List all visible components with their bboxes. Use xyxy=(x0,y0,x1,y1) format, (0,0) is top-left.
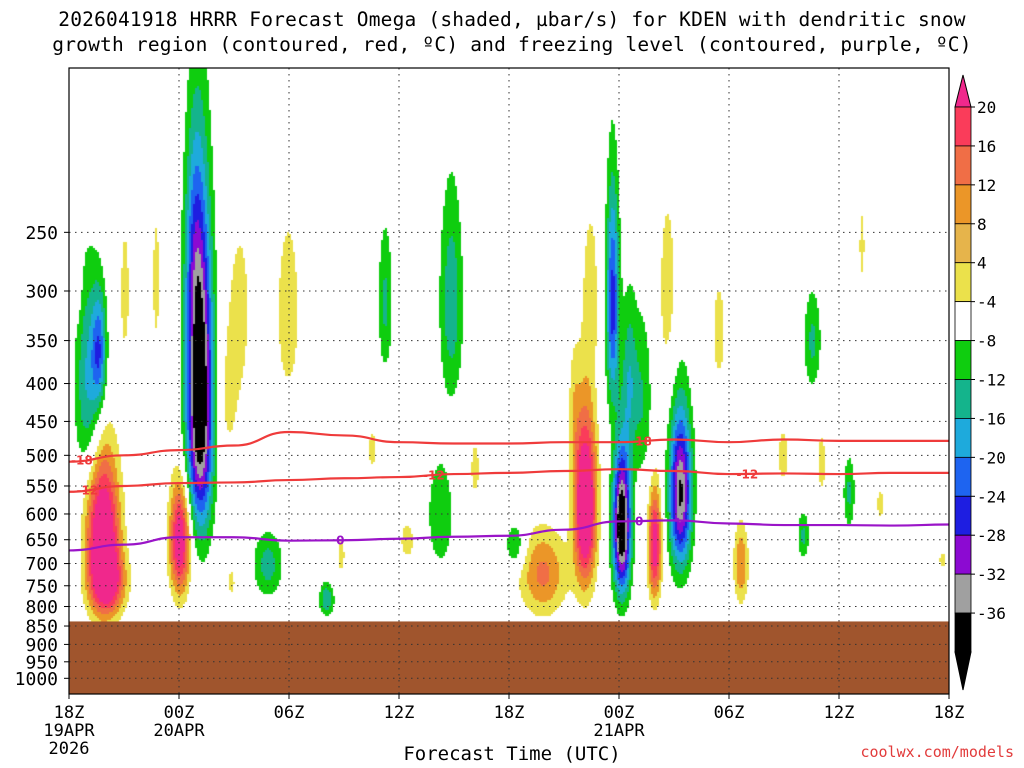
y-tick-label: 800 xyxy=(25,597,58,618)
x-tick-label: 21APR xyxy=(593,721,645,741)
contour-label: 0 xyxy=(635,515,643,529)
y-tick-label: 600 xyxy=(25,504,58,525)
contour-line-2 xyxy=(69,519,949,552)
x-tick-label: 00Z xyxy=(164,703,195,723)
colorbar: 20 16 12 8 4 -4 -8 -12 -16 -20 -24 -28 -32 -36 xyxy=(954,74,1006,691)
chart-title-line-2: growth region (contoured, red, ºC) and f… xyxy=(52,33,972,56)
contour-label: -12 xyxy=(736,467,758,481)
contour-label: -18 xyxy=(630,435,652,449)
contour-label: -12 xyxy=(76,483,98,497)
y-tick-label: 550 xyxy=(25,476,58,497)
x-axis-label: Forecast Time (UTC) xyxy=(403,743,621,765)
x-tick-label: 06Z xyxy=(274,703,305,723)
colorbar-swatch xyxy=(954,340,972,380)
colorbar-swatch xyxy=(954,612,972,653)
contour-label: 0 xyxy=(336,534,344,548)
colorbar-swatch xyxy=(954,495,972,536)
colorbar-swatch xyxy=(954,145,972,186)
terrain-ground xyxy=(69,621,949,694)
colorbar-label: 16 xyxy=(977,137,996,156)
colorbar-top-cap xyxy=(954,74,972,108)
colorbar-swatch xyxy=(954,184,972,225)
grid xyxy=(69,68,949,694)
y-tick-label: 250 xyxy=(25,223,58,244)
colorbar-label: 12 xyxy=(977,176,996,195)
colorbar-label: -12 xyxy=(977,371,1006,390)
colorbar-swatch xyxy=(954,573,972,614)
colorbar-swatch xyxy=(954,456,972,497)
y-tick-label: 650 xyxy=(25,530,58,551)
colorbar-label: 4 xyxy=(977,254,987,273)
contour-line-1 xyxy=(69,468,949,493)
x-tick-label: 12Z xyxy=(384,703,415,723)
colorbar-label: -20 xyxy=(977,448,1006,467)
colorbar-bottom-cap xyxy=(954,651,972,691)
x-tick-label: 12Z xyxy=(824,703,855,723)
colorbar-swatch xyxy=(954,223,972,264)
y-tick-label: 350 xyxy=(25,331,58,352)
chart-title-line-1: 2026041918 HRRR Forecast Omega (shaded, … xyxy=(58,8,966,31)
x-tick-label: 2026 xyxy=(49,739,90,759)
contour-label: -18 xyxy=(71,454,93,468)
y-tick-label: 1000 xyxy=(15,669,58,690)
y-tick-label: 400 xyxy=(25,374,58,395)
colorbar-label: -28 xyxy=(977,526,1006,545)
colorbar-swatch xyxy=(954,379,972,419)
x-tick-label: 00Z xyxy=(604,703,635,723)
colorbar-label: 8 xyxy=(977,215,987,234)
y-tick-label: 500 xyxy=(25,446,58,467)
colorbar-label: -36 xyxy=(977,604,1006,623)
colorbar-swatch xyxy=(954,534,972,575)
y-tick-label: 700 xyxy=(25,554,58,575)
colorbar-label: 20 xyxy=(977,98,996,117)
colorbar-label: -4 xyxy=(977,293,996,312)
y-tick-label: 900 xyxy=(25,635,58,656)
contour-label: -12 xyxy=(423,469,445,483)
x-tick-label: 18Z xyxy=(934,703,965,723)
colorbar-swatch xyxy=(954,106,972,147)
plot-area: -18 -18 -12 -12 -12 0 0 xyxy=(69,68,949,694)
x-tick-label: 18Z xyxy=(54,703,85,723)
colorbar-label: -16 xyxy=(977,409,1006,428)
y-tick-label: 750 xyxy=(25,576,58,597)
y-tick-label: 300 xyxy=(25,281,58,302)
colorbar-label: -32 xyxy=(977,565,1006,584)
colorbar-swatch xyxy=(954,262,972,303)
x-tick-label: 06Z xyxy=(714,703,745,723)
x-tick-label: 20APR xyxy=(153,721,205,741)
watermark-link[interactable]: coolwx.com/models xyxy=(860,743,1014,761)
colorbar-label: -24 xyxy=(977,487,1006,506)
colorbar-swatch xyxy=(954,418,972,458)
colorbar-label: -8 xyxy=(977,332,996,351)
colorbar-swatch xyxy=(954,301,972,341)
y-tick-label: 850 xyxy=(25,617,58,638)
x-tick-label: 18Z xyxy=(494,703,525,723)
axes: 2503003504004505005506006507007508008509… xyxy=(15,67,965,759)
contour-line-0 xyxy=(69,430,949,463)
x-tick-label: 19APR xyxy=(43,721,95,741)
y-tick-label: 450 xyxy=(25,412,58,433)
y-tick-label: 950 xyxy=(25,652,58,673)
